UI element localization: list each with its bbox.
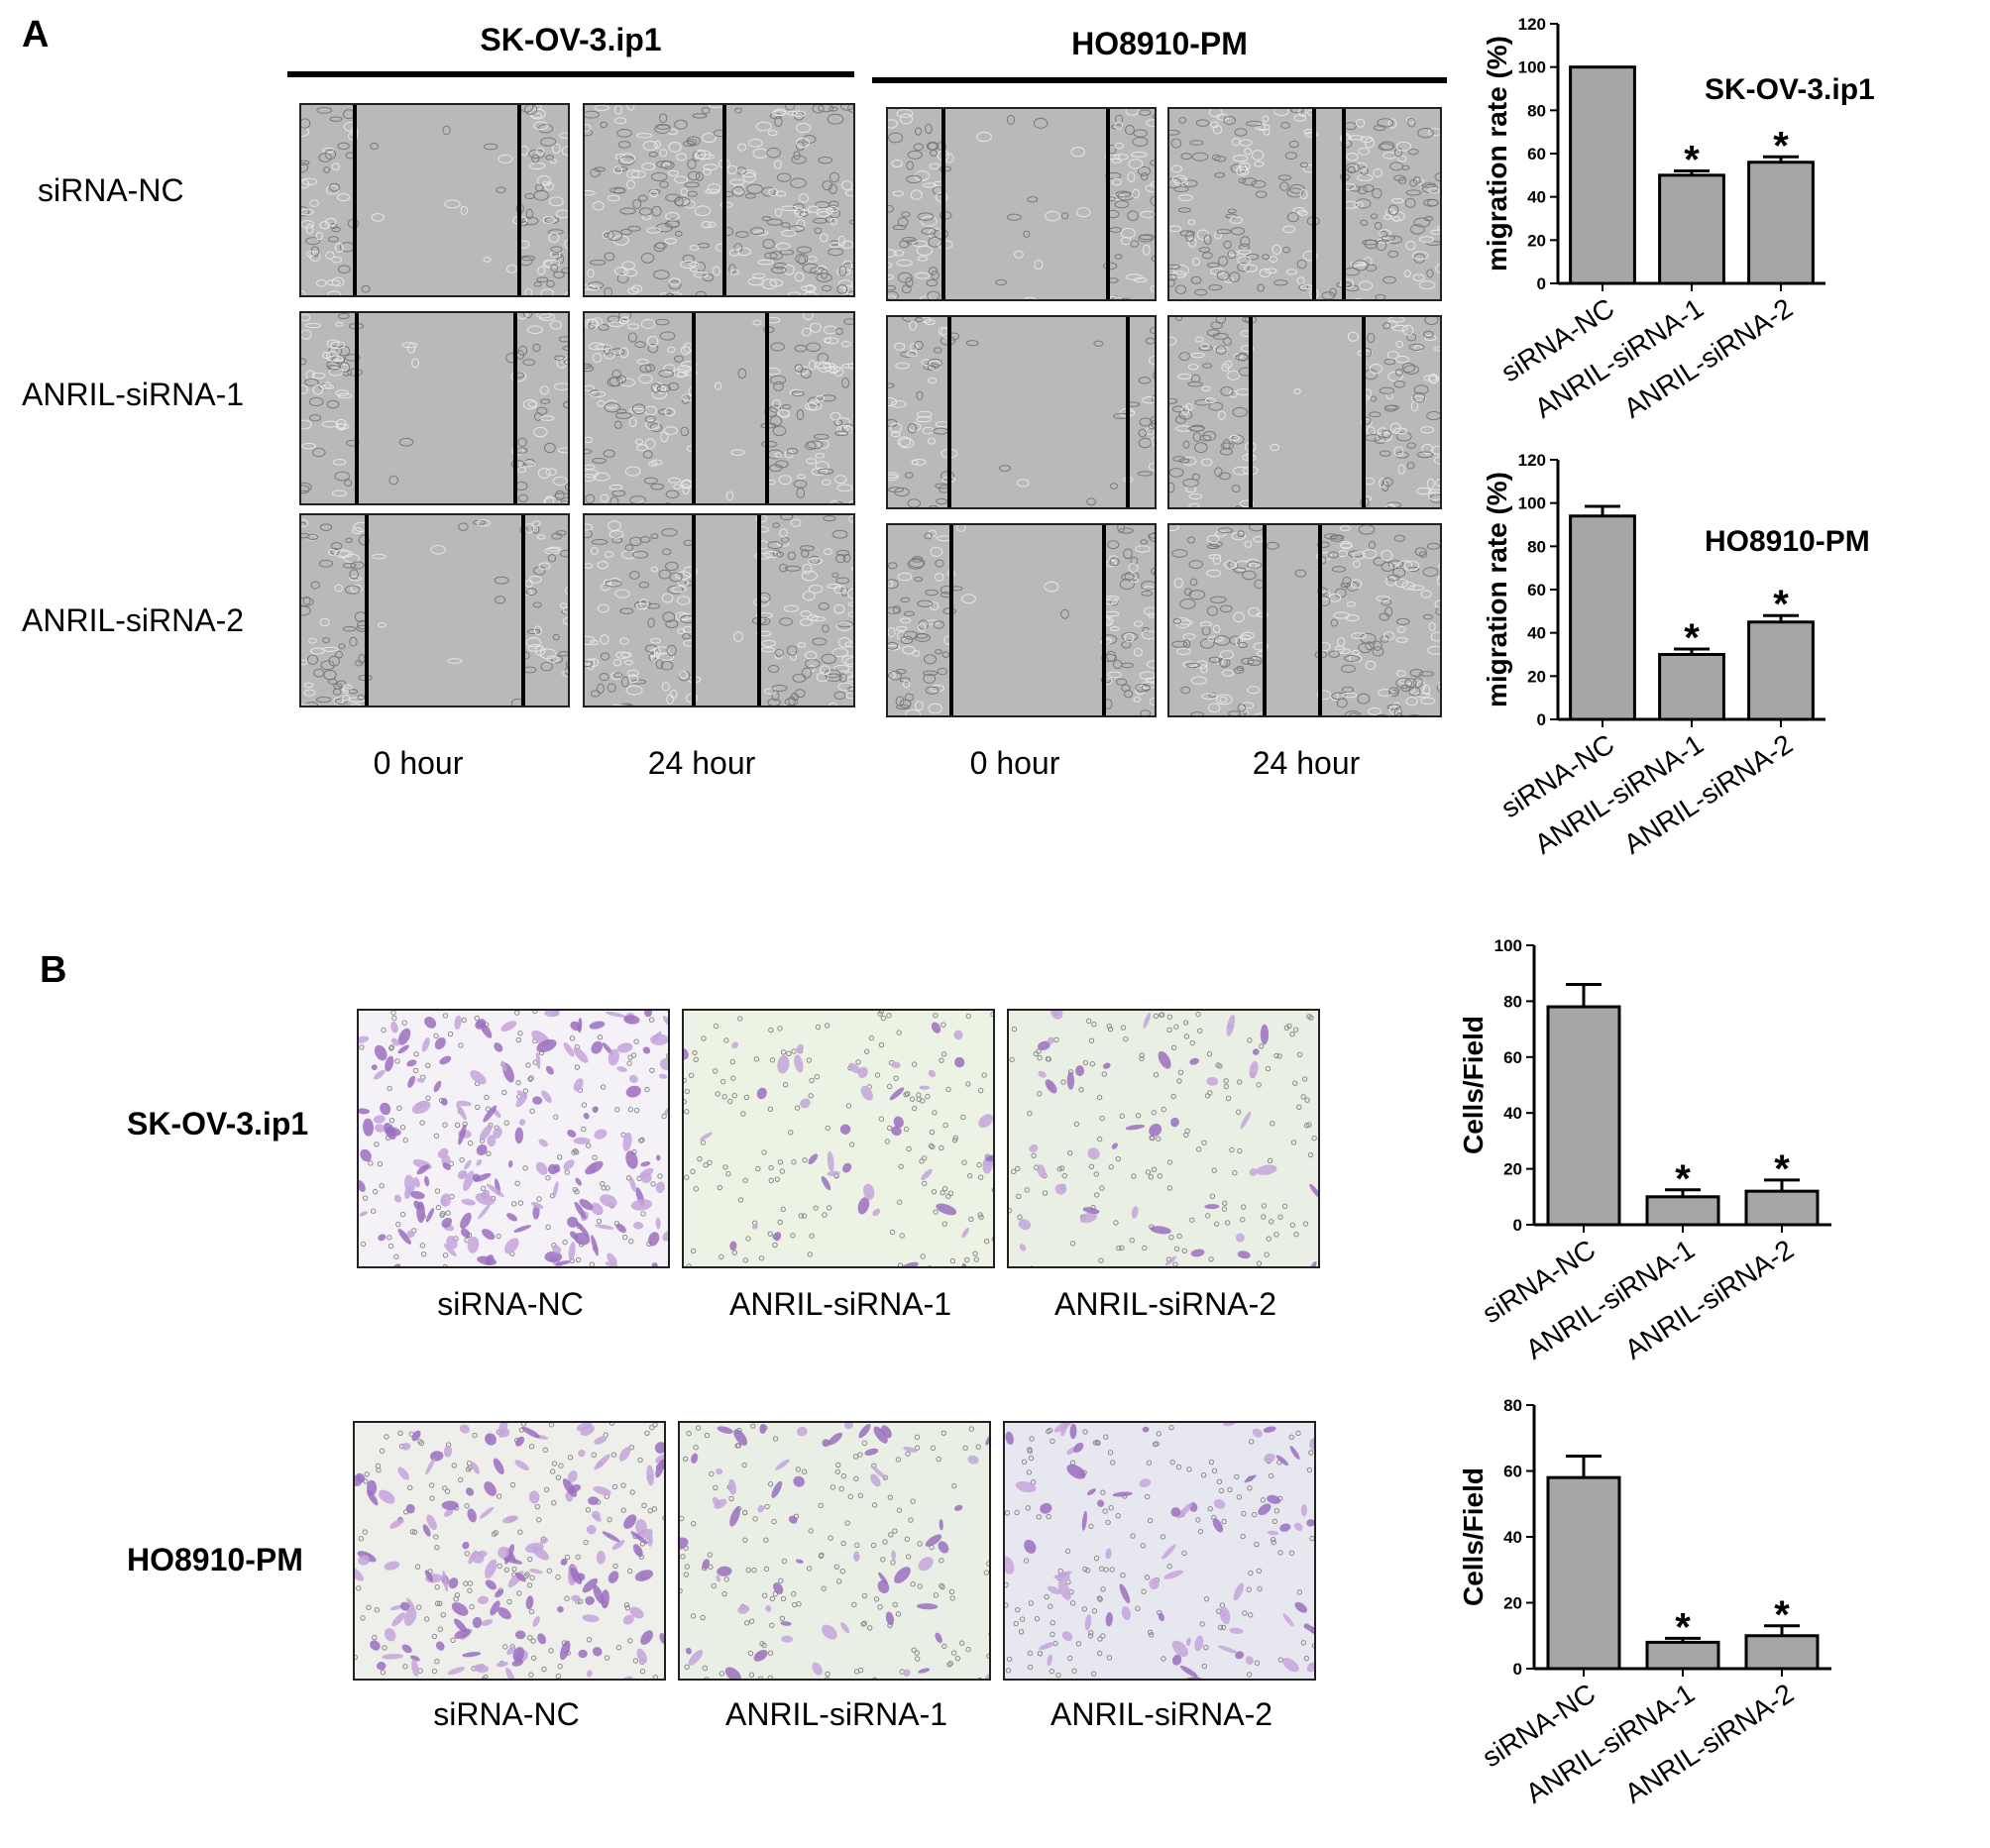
transwell-micrograph	[1003, 1421, 1316, 1681]
panel-b-label: B	[40, 949, 67, 991]
bar	[1658, 173, 1725, 285]
significance-marker: *	[1675, 1605, 1691, 1649]
wound-micrograph	[299, 103, 570, 297]
y-tick-label: 0	[1537, 274, 1546, 293]
y-tick-label: 80	[1503, 992, 1522, 1011]
x-tick-label: ANRIL-siRNA-1	[1520, 1678, 1700, 1809]
significance-marker: *	[1675, 1157, 1691, 1201]
y-tick-label: 60	[1527, 145, 1546, 163]
bar	[1744, 1189, 1820, 1227]
time-label-4: 24 hour	[1252, 745, 1361, 781]
y-tick-label: 80	[1527, 537, 1546, 556]
caption-b1-1: siRNA-NC	[437, 1286, 584, 1322]
significance-marker: *	[1773, 583, 1789, 626]
bar	[1546, 1005, 1621, 1227]
transwell-micrograph	[1007, 1009, 1320, 1268]
header-underline-1	[287, 71, 854, 77]
y-tick-label: 20	[1503, 1160, 1522, 1179]
migration-rate-chart-ho8910: 0 20 40 60 80 100 120 migration rate (%) HO8910-…	[1482, 451, 1870, 860]
significance-marker: *	[1684, 138, 1700, 181]
caption-b1-2: ANRIL-siRNA-1	[728, 1286, 952, 1322]
row-label-sirna-nc: siRNA-NC	[38, 172, 184, 208]
y-axis-label: migration rate (%)	[1482, 472, 1512, 707]
bar	[1546, 1475, 1621, 1671]
bar	[1569, 514, 1636, 721]
chart-title: HO8910-PM	[1705, 525, 1870, 558]
y-tick-label: 20	[1527, 231, 1546, 250]
wound-micrograph	[886, 315, 1157, 509]
y-tick-label: 0	[1513, 1660, 1522, 1679]
y-tick-label: 120	[1518, 451, 1546, 470]
invasion-cells-chart-ho8910: 020406080Cells/FieldsiRNA-NC*ANRIL-siRNA…	[1458, 1396, 1831, 1809]
row-label-anril-sirna-2: ANRIL-siRNA-2	[22, 602, 245, 638]
y-tick-label: 80	[1527, 101, 1546, 120]
y-tick-label: 120	[1518, 15, 1546, 34]
y-tick-label: 100	[1494, 936, 1522, 955]
caption-b2-1: siRNA-NC	[433, 1696, 580, 1732]
bar	[1645, 1195, 1720, 1227]
wound-micrograph	[583, 513, 855, 707]
wound-micrograph	[1167, 315, 1442, 509]
chart-title: SK-OV-3.ip1	[1705, 73, 1875, 106]
transwell-micrograph	[357, 1009, 670, 1268]
caption-b2-2: ANRIL-siRNA-1	[724, 1696, 948, 1732]
wound-micrograph	[583, 103, 855, 297]
header-underline-2	[872, 77, 1447, 83]
panel-a-cellline-1: SK-OV-3.ip1	[480, 22, 662, 57]
y-tick-label: 60	[1503, 1048, 1522, 1067]
migration-rate-chart-skov3: 0 20 40 60 80 100 120 migration rate (%) SK-OV-3…	[1482, 15, 1875, 424]
y-tick-label: 40	[1527, 624, 1546, 643]
wound-micrograph	[299, 311, 570, 505]
significance-marker: *	[1684, 616, 1700, 660]
row-label-anril-sirna-1: ANRIL-siRNA-1	[22, 377, 245, 412]
y-tick-label: 80	[1503, 1396, 1522, 1415]
panel-b-cellline-2: HO8910-PM	[127, 1542, 303, 1577]
bar	[1744, 1634, 1820, 1671]
x-tick-label: ANRIL-siRNA-2	[1619, 1234, 1799, 1365]
caption-b2-3: ANRIL-siRNA-2	[1050, 1696, 1273, 1732]
y-tick-label: 100	[1518, 494, 1546, 513]
wound-micrograph	[299, 513, 570, 707]
wound-micrograph	[583, 311, 855, 505]
panel-a-cellline-2: HO8910-PM	[1071, 26, 1248, 61]
panel-b-cellline-1: SK-OV-3.ip1	[127, 1106, 309, 1141]
significance-marker: *	[1773, 124, 1789, 167]
y-axis-label: Cells/Field	[1458, 1016, 1489, 1154]
x-tick-label: ANRIL-siRNA-1	[1520, 1234, 1700, 1365]
y-tick-label: 60	[1527, 581, 1546, 599]
invasion-cells-chart-skov3: 020406080100Cells/FieldsiRNA-NC*ANRIL-si…	[1458, 936, 1831, 1365]
y-tick-label: 60	[1503, 1463, 1522, 1481]
y-tick-label: 0	[1537, 710, 1546, 729]
y-axis-label: migration rate (%)	[1482, 36, 1512, 272]
y-tick-label: 40	[1503, 1528, 1522, 1547]
wound-micrograph	[1167, 523, 1442, 717]
transwell-micrograph	[682, 1009, 995, 1268]
time-label-1: 0 hour	[373, 745, 464, 781]
y-axis-label: Cells/Field	[1458, 1468, 1489, 1606]
significance-marker: *	[1774, 1593, 1790, 1637]
significance-marker: *	[1774, 1147, 1790, 1191]
wound-micrograph	[886, 107, 1157, 301]
x-tick-label: ANRIL-siRNA-2	[1619, 1678, 1799, 1809]
wound-micrograph	[1167, 107, 1442, 301]
time-label-3: 0 hour	[969, 745, 1060, 781]
wound-micrograph	[886, 523, 1157, 717]
y-tick-label: 0	[1513, 1216, 1522, 1235]
transwell-micrograph	[678, 1421, 991, 1681]
y-tick-label: 40	[1503, 1104, 1522, 1123]
panel-a-label: A	[22, 14, 50, 55]
bar	[1658, 653, 1725, 721]
bar	[1747, 620, 1815, 721]
caption-b1-3: ANRIL-siRNA-2	[1053, 1286, 1277, 1322]
time-label-2: 24 hour	[647, 745, 756, 781]
bar	[1747, 161, 1815, 285]
transwell-micrograph	[353, 1421, 666, 1681]
bar	[1569, 65, 1636, 285]
y-tick-label: 20	[1527, 667, 1546, 686]
y-tick-label: 40	[1527, 188, 1546, 207]
y-tick-label: 100	[1518, 58, 1546, 77]
bar	[1645, 1640, 1720, 1671]
y-tick-label: 20	[1503, 1594, 1522, 1613]
